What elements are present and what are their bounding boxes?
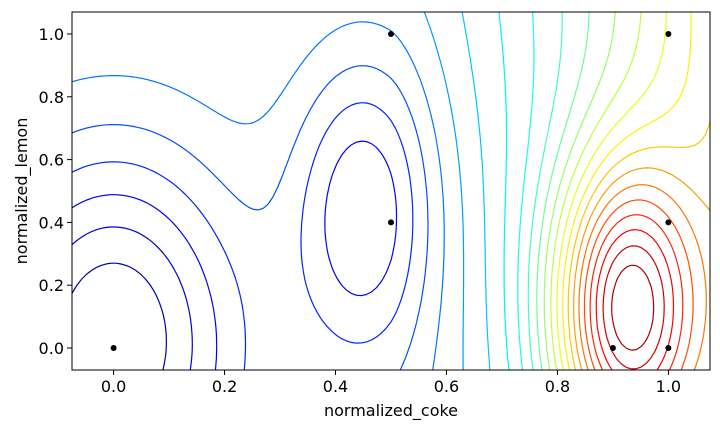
contour-level-10 xyxy=(517,12,535,370)
contour-level-24 xyxy=(611,264,655,351)
contour-level-17 xyxy=(567,121,710,370)
contour-level-8 xyxy=(461,12,491,370)
contour-level-16 xyxy=(562,12,692,370)
x-tick-label: 0.6 xyxy=(434,377,459,396)
contour-level-14 xyxy=(550,12,642,370)
x-tick-label: 0.4 xyxy=(323,377,348,396)
sample-points xyxy=(110,30,672,352)
contour-level-4 xyxy=(72,102,414,370)
y-tick-label: 0.6 xyxy=(39,151,64,170)
contour-level-6 xyxy=(72,21,445,370)
y-tick-label: 0.8 xyxy=(39,88,64,107)
plot-frame xyxy=(71,11,711,371)
contour-level-15 xyxy=(556,12,668,370)
contour-level-9 xyxy=(498,12,510,370)
contour-level-20 xyxy=(583,199,694,370)
x-tick-label: 1.0 xyxy=(656,377,681,396)
x-axis-ticks: 0.0 0.2 0.4 0.6 0.8 1.0 xyxy=(101,370,681,396)
contour-level-7 xyxy=(423,12,465,370)
contour-level-12 xyxy=(536,12,590,370)
contour-level-23 xyxy=(602,245,665,370)
y-tick-label: 0.2 xyxy=(39,276,64,295)
data-point-1 xyxy=(388,30,394,37)
plot-background xyxy=(72,12,710,370)
x-axis-label: normalized_coke xyxy=(324,401,458,421)
y-tick-label: 1.0 xyxy=(39,25,64,44)
contour-level-22 xyxy=(595,229,675,370)
x-tick-label: 0.8 xyxy=(545,377,570,396)
x-tick-label: 0.2 xyxy=(212,377,237,396)
y-tick-label: 0.4 xyxy=(39,213,64,232)
y-axis-ticks: 0.0 0.2 0.4 0.6 0.8 1.0 xyxy=(39,25,72,358)
data-point-0 xyxy=(110,345,117,352)
y-axis-label: normalized_lemon xyxy=(12,118,32,265)
data-point-6 xyxy=(665,345,672,352)
contour-level-1 xyxy=(72,262,167,370)
data-point-3 xyxy=(609,345,616,352)
contour-level-3 xyxy=(72,140,398,370)
contour-level-21 xyxy=(589,214,684,370)
contour-level-19 xyxy=(578,184,707,370)
contour-level-5 xyxy=(72,65,429,370)
contour-level-2 xyxy=(72,226,193,370)
contour-lines xyxy=(72,12,710,370)
x-tick-label: 0.0 xyxy=(101,377,126,396)
contour-level-13 xyxy=(543,12,616,370)
y-tick-label: 0.0 xyxy=(39,339,64,358)
data-point-5 xyxy=(665,219,672,226)
contour-level-11 xyxy=(527,12,563,370)
contour-level-18 xyxy=(573,167,710,370)
data-point-2 xyxy=(388,219,394,226)
data-point-4 xyxy=(665,30,672,37)
